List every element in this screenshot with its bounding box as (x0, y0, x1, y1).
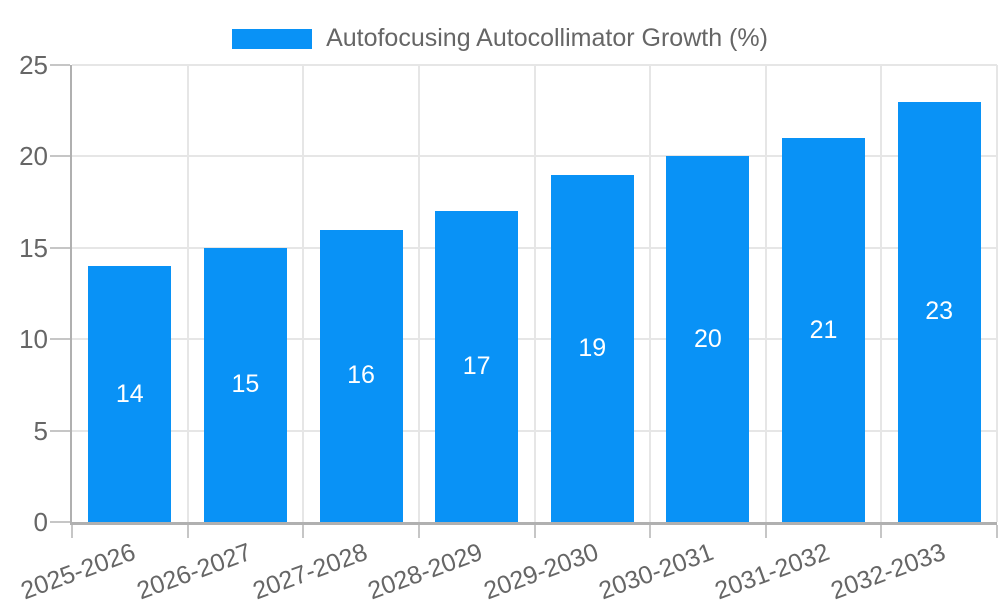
y-tick-label: 25 (19, 50, 48, 80)
bar-value-label: 19 (578, 333, 607, 362)
bar: 14 (88, 266, 172, 522)
x-axis-label: 2030-2031 (595, 538, 718, 600)
bar: 15 (203, 247, 287, 522)
bar-value-label: 16 (347, 361, 375, 390)
y-tick (50, 338, 70, 341)
x-tick (302, 525, 305, 538)
x-grid-line (996, 65, 998, 522)
y-tick (50, 521, 70, 523)
x-tick (764, 525, 767, 538)
bar: 19 (550, 174, 634, 522)
bar: 20 (666, 156, 750, 522)
y-tick (50, 64, 70, 66)
bar-value-label: 15 (231, 370, 260, 399)
legend: Autofocusing Autocollimator Growth (%) (0, 24, 1000, 53)
x-axis-label: 2029-2030 (479, 538, 602, 600)
bar-value-label: 20 (694, 324, 722, 353)
x-axis-label: 2031-2032 (711, 538, 834, 600)
x-axis-label: 2028-2029 (364, 538, 487, 600)
y-tick (50, 429, 70, 432)
bar: 21 (782, 138, 866, 522)
x-axis-label: 2027-2028 (248, 538, 371, 600)
x-grid-line (417, 65, 420, 522)
bar-value-label: 14 (115, 379, 144, 408)
x-grid-line (764, 65, 767, 522)
x-tick (417, 525, 420, 538)
x-tick (533, 525, 536, 538)
y-tick (50, 246, 70, 249)
y-tick-label: 5 (33, 415, 48, 446)
y-tick (50, 155, 70, 158)
y-tick-label: 20 (19, 141, 48, 172)
x-grid-line (302, 65, 305, 522)
bar: 23 (897, 101, 981, 522)
x-axis-label: 2025-2026 (17, 538, 140, 600)
bar-value-label: 23 (925, 297, 954, 326)
x-grid-line (186, 65, 189, 522)
x-grid-line (880, 65, 883, 522)
bar-value-label: 21 (809, 315, 838, 344)
x-grid-line (533, 65, 536, 522)
legend-label: Autofocusing Autocollimator Growth (%) (326, 24, 768, 52)
x-tick (186, 525, 189, 538)
x-grid-line (649, 65, 652, 522)
x-axis-label: 2026-2027 (133, 538, 256, 600)
x-axis-label: 2032-2033 (826, 538, 949, 600)
bar: 16 (319, 229, 403, 522)
x-tick (880, 525, 883, 538)
x-tick (71, 525, 73, 538)
y-tick-label: 0 (33, 507, 48, 537)
y-tick-label: 10 (19, 324, 48, 355)
x-tick (649, 525, 652, 538)
bar: 17 (435, 211, 519, 522)
legend-swatch (232, 28, 313, 49)
plot-area: 0 5 10 15 20 25 14 15 16 17 19 20 21 23 2025-2026 2026-… (17, 50, 998, 600)
x-tick (996, 525, 998, 538)
bar-value-label: 17 (462, 352, 491, 381)
y-tick-label: 15 (19, 232, 48, 263)
